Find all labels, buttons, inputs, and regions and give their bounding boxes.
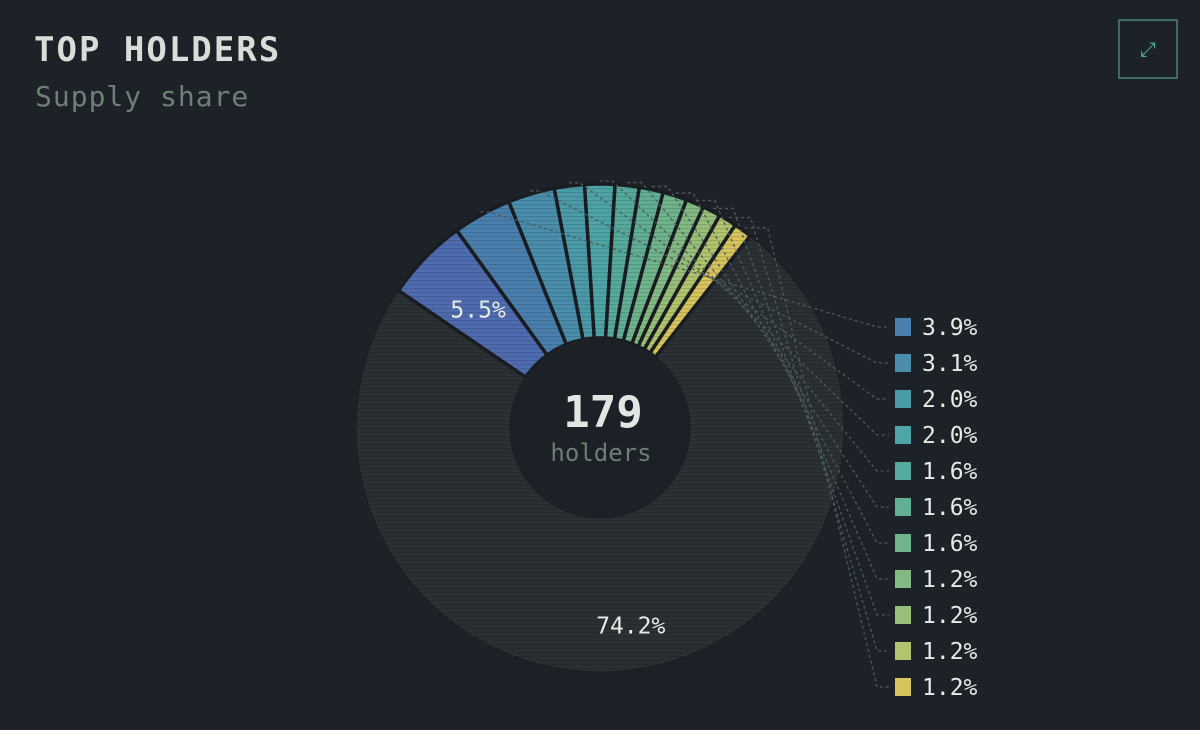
- slice-label: 74.2%: [596, 614, 665, 640]
- legend-swatch: [895, 534, 911, 552]
- legend-swatch: [895, 426, 911, 444]
- slice-label: 5.5%: [450, 298, 506, 324]
- legend-label: 1.6%: [922, 495, 978, 521]
- chart-title: TOP HOLDERS: [34, 30, 282, 70]
- legend-label: 1.2%: [922, 567, 978, 593]
- legend-label: 3.9%: [922, 315, 978, 341]
- leader-line: [729, 216, 889, 652]
- legend-swatch: [895, 390, 911, 408]
- legend-swatch: [895, 498, 911, 516]
- leader-line: [568, 182, 889, 400]
- legend-swatch: [895, 678, 911, 696]
- legend-swatch: [895, 606, 911, 624]
- leader-line: [627, 181, 889, 472]
- donut-center: [510, 338, 690, 518]
- holders-label: holders: [550, 439, 651, 467]
- legend-label: 1.2%: [922, 675, 978, 701]
- legend-swatch: [895, 318, 911, 336]
- legend-label: 1.2%: [922, 639, 978, 665]
- legend-label: 1.2%: [922, 603, 978, 629]
- leader-line: [696, 199, 889, 580]
- legend: 3.9% 3.1% 2.0% 2.0% 1.6% 1.6% 1.6% 1.2% 1.2% 1.2%…: [480, 180, 978, 701]
- expand-button[interactable]: ⤢: [1118, 19, 1178, 79]
- leader-line: [652, 185, 889, 508]
- expand-icon: ⤢: [1140, 37, 1156, 61]
- holders-count: 179: [563, 387, 642, 438]
- legend-label: 1.6%: [922, 459, 978, 485]
- leader-line: [480, 211, 889, 328]
- legend-swatch: [895, 354, 911, 372]
- legend-label: 2.0%: [922, 387, 978, 413]
- leader-line: [599, 180, 889, 436]
- legend-swatch: [895, 462, 911, 480]
- legend-swatch: [895, 570, 911, 588]
- legend-label: 3.1%: [922, 351, 978, 377]
- legend-label: 1.6%: [922, 531, 978, 557]
- chart-subtitle: Supply share: [35, 80, 250, 113]
- leader-line: [713, 207, 889, 616]
- leader-line: [744, 227, 889, 688]
- legend-label: 2.0%: [922, 423, 978, 449]
- leader-line: [675, 192, 889, 544]
- legend-swatch: [895, 642, 911, 660]
